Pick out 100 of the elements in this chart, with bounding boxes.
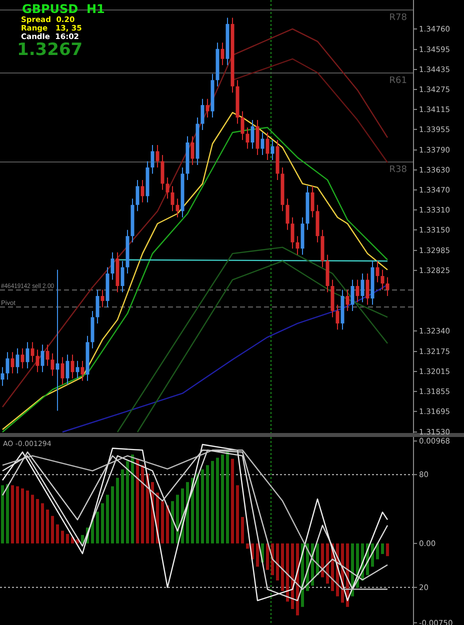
candlestick bbox=[16, 348, 20, 374]
candlestick bbox=[220, 42, 224, 66]
bar bbox=[226, 451, 229, 544]
bar bbox=[66, 534, 69, 544]
bar bbox=[206, 465, 209, 544]
bar bbox=[321, 543, 324, 578]
candlestick bbox=[50, 352, 54, 376]
bar bbox=[16, 486, 19, 544]
candlestick bbox=[170, 186, 174, 212]
candlestick bbox=[26, 342, 30, 369]
candlestick bbox=[30, 342, 34, 363]
candlestick bbox=[250, 120, 254, 150]
candlestick bbox=[6, 352, 10, 380]
bar bbox=[81, 534, 84, 544]
bar bbox=[131, 454, 134, 544]
bar bbox=[36, 498, 39, 544]
bar bbox=[196, 474, 199, 544]
candlestick bbox=[256, 120, 260, 156]
candlestick bbox=[360, 273, 364, 303]
bar bbox=[41, 503, 44, 544]
bar bbox=[276, 543, 279, 580]
bar bbox=[256, 543, 259, 567]
candlestick bbox=[190, 136, 194, 166]
bar bbox=[176, 494, 179, 544]
candlestick bbox=[0, 366, 4, 386]
candlestick bbox=[150, 144, 154, 174]
bar bbox=[231, 458, 234, 544]
candlestick bbox=[266, 132, 270, 160]
candlestick bbox=[246, 127, 250, 150]
bar bbox=[326, 543, 329, 584]
bar bbox=[61, 530, 64, 544]
candlestick bbox=[140, 179, 144, 203]
bar bbox=[46, 510, 49, 544]
candlestick bbox=[270, 140, 274, 160]
bar bbox=[286, 543, 289, 602]
bar bbox=[221, 454, 224, 544]
bar bbox=[201, 469, 204, 544]
bar bbox=[21, 488, 24, 544]
candlestick bbox=[166, 176, 170, 200]
bar bbox=[56, 524, 59, 544]
candlestick bbox=[336, 304, 340, 330]
bar bbox=[291, 543, 294, 610]
bar bbox=[101, 503, 104, 544]
candlestick bbox=[286, 198, 290, 230]
candlestick bbox=[290, 216, 294, 250]
bar bbox=[111, 486, 114, 544]
bar bbox=[141, 465, 144, 544]
ref-line-label: R38 bbox=[389, 164, 408, 175]
bar bbox=[51, 516, 54, 544]
bar bbox=[96, 512, 99, 544]
candlestick bbox=[96, 289, 100, 324]
bar bbox=[241, 516, 244, 544]
bar bbox=[26, 490, 29, 544]
candlestick bbox=[206, 98, 210, 118]
candlestick bbox=[70, 354, 74, 379]
bar bbox=[166, 505, 169, 544]
candlestick bbox=[66, 354, 70, 386]
candlestick bbox=[356, 279, 360, 303]
candlestick bbox=[20, 348, 24, 369]
line-series bbox=[62, 284, 388, 433]
line-series bbox=[232, 58, 388, 164]
candlestick bbox=[366, 273, 370, 306]
bar bbox=[136, 458, 139, 544]
bar bbox=[31, 494, 34, 544]
bar bbox=[186, 482, 189, 544]
annotation: 1.3267 bbox=[17, 40, 83, 60]
bar bbox=[126, 460, 129, 544]
bar bbox=[171, 501, 174, 544]
candlestick bbox=[310, 186, 314, 218]
candlestick bbox=[176, 198, 180, 218]
bar bbox=[106, 494, 109, 544]
bar bbox=[216, 458, 219, 544]
candlestick bbox=[260, 132, 264, 156]
bar bbox=[161, 501, 164, 544]
bar bbox=[386, 543, 389, 556]
bar bbox=[236, 485, 239, 544]
candlestick bbox=[120, 260, 124, 293]
candlestick bbox=[156, 144, 160, 168]
candlestick bbox=[136, 179, 140, 212]
candlestick bbox=[46, 344, 50, 366]
candlestick bbox=[380, 269, 384, 290]
candlestick bbox=[40, 344, 44, 373]
bar bbox=[266, 543, 269, 570]
candlestick bbox=[240, 110, 244, 141]
bar bbox=[146, 474, 149, 544]
candlestick bbox=[56, 269, 60, 412]
candlestick bbox=[376, 260, 380, 283]
candlestick bbox=[110, 252, 114, 280]
bar bbox=[381, 543, 384, 554]
bar bbox=[1, 485, 4, 544]
candlestick bbox=[76, 360, 80, 379]
bar bbox=[376, 543, 379, 560]
ref-line-label: R78 bbox=[389, 12, 408, 23]
bar bbox=[6, 484, 9, 544]
candlestick bbox=[80, 360, 84, 382]
bar bbox=[281, 543, 284, 592]
bar bbox=[246, 543, 249, 549]
chart-title: GBPUSD H1 bbox=[22, 2, 105, 16]
candlestick bbox=[100, 289, 104, 308]
candlestick bbox=[10, 352, 14, 374]
